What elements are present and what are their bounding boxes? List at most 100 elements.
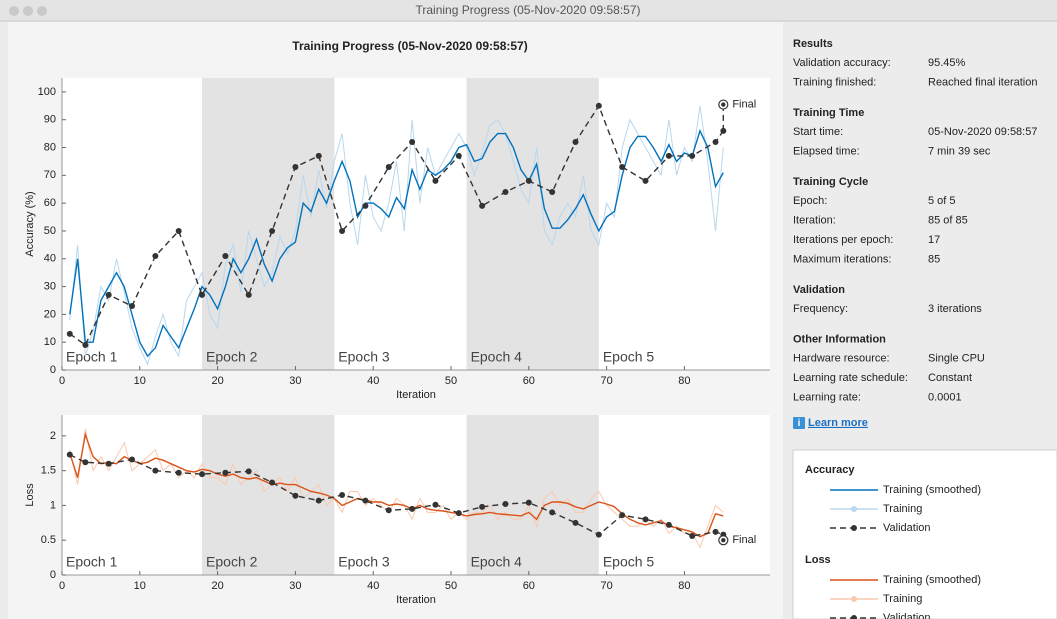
epoch-label: Epoch 1: [66, 349, 118, 365]
legend-label: Validation: [883, 522, 931, 534]
validation-point: [292, 492, 299, 499]
raw-line: [69, 105, 724, 366]
minimize-button[interactable]: [23, 6, 33, 16]
x-axis-label: Iteration: [396, 594, 436, 606]
info-label: Iteration:: [793, 214, 836, 226]
x-tick-label: 0: [59, 375, 65, 387]
validation-point: [549, 509, 556, 516]
info-label: Frequency:: [793, 303, 848, 315]
info-value: Single CPU: [928, 352, 985, 364]
validation-point: [129, 456, 136, 463]
validation-point: [502, 501, 509, 508]
epoch-label: Epoch 5: [603, 349, 655, 365]
validation-point: [199, 471, 206, 478]
epoch-label: Epoch 4: [471, 554, 523, 570]
validation-point: [689, 152, 696, 159]
legend-swatch-dot: [851, 506, 857, 512]
validation-point: [129, 303, 136, 310]
epoch-shade: [466, 415, 599, 575]
info-value: 17: [928, 234, 940, 246]
legend-swatch-dot: [851, 615, 857, 619]
validation-point: [66, 330, 73, 337]
section-heading: Training Cycle: [793, 176, 868, 188]
validation-point: [549, 189, 556, 196]
epoch-label: Epoch 3: [338, 554, 390, 570]
y-tick-label: 20: [44, 308, 56, 320]
learn-more-link[interactable]: Learn more: [808, 417, 868, 429]
title-bar: [0, 0, 1057, 21]
x-tick-label: 60: [523, 375, 535, 387]
validation-point: [642, 177, 649, 184]
final-marker-dot: [721, 538, 726, 543]
validation-point: [222, 252, 229, 259]
plot-area: [62, 415, 770, 575]
validation-point: [82, 459, 89, 466]
x-tick-label: 70: [600, 580, 612, 592]
validation-point: [689, 533, 696, 540]
epoch-label: Epoch 4: [471, 349, 523, 365]
validation-point: [105, 291, 112, 298]
y-tick-label: 0: [50, 569, 56, 581]
validation-point: [479, 503, 486, 510]
info-value: 3 iterations: [928, 303, 982, 315]
x-tick-label: 40: [367, 580, 379, 592]
validation-point: [175, 227, 182, 234]
validation-point: [385, 507, 392, 514]
section-heading: Other Information: [793, 333, 886, 345]
x-tick-label: 30: [289, 580, 301, 592]
validation-point: [152, 467, 159, 474]
legend-label: Validation: [883, 612, 931, 619]
info-label: Learning rate schedule:: [793, 372, 908, 384]
validation-point: [339, 227, 346, 234]
close-button[interactable]: [9, 6, 19, 16]
validation-point: [315, 497, 322, 504]
chart-title: Training Progress (05-Nov-2020 09:58:57): [292, 39, 527, 53]
zoom-button[interactable]: [37, 6, 47, 16]
validation-point: [642, 516, 649, 523]
x-tick-label: 80: [678, 375, 690, 387]
validation-point: [315, 152, 322, 159]
validation-point: [199, 291, 206, 298]
x-tick-label: 50: [445, 580, 457, 592]
y-tick-label: 1.5: [41, 465, 56, 477]
y-tick-label: 2: [50, 430, 56, 442]
info-label: Iterations per epoch:: [793, 234, 893, 246]
validation-point: [362, 202, 369, 209]
legend-heading: Loss: [805, 554, 831, 566]
validation-point: [362, 497, 369, 504]
y-axis-label: Accuracy (%): [24, 191, 36, 256]
validation-point: [595, 531, 602, 538]
smoothed-line: [69, 128, 724, 358]
info-value: 85 of 85: [928, 214, 968, 226]
y-tick-label: 90: [44, 114, 56, 126]
y-tick-label: 40: [44, 253, 56, 265]
epoch-shade: [466, 78, 599, 370]
x-tick-label: 70: [600, 375, 612, 387]
y-tick-label: 30: [44, 280, 56, 292]
validation-point: [712, 138, 719, 145]
validation-point: [479, 202, 486, 209]
validation-point: [525, 177, 532, 184]
info-value: 7 min 39 sec: [928, 145, 991, 157]
info-label: Start time:: [793, 126, 843, 138]
y-axis-label: Loss: [24, 483, 36, 507]
validation-point: [595, 102, 602, 109]
validation-point: [152, 252, 159, 259]
validation-point: [712, 528, 719, 535]
validation-point: [269, 227, 276, 234]
y-tick-label: 80: [44, 141, 56, 153]
info-value: 0.0001: [928, 391, 962, 403]
info-label: Hardware resource:: [793, 352, 890, 364]
y-tick-label: 0.5: [41, 534, 56, 546]
info-label: Elapsed time:: [793, 145, 860, 157]
validation-point: [245, 468, 252, 475]
validation-point: [665, 152, 672, 159]
info-label: Maximum iterations:: [793, 253, 891, 265]
validation-point: [385, 163, 392, 170]
y-tick-label: 60: [44, 197, 56, 209]
smoothed-line: [69, 431, 724, 538]
validation-point: [455, 152, 462, 159]
y-tick-label: 1: [50, 499, 56, 511]
legend-label: Training (smoothed): [883, 484, 981, 496]
